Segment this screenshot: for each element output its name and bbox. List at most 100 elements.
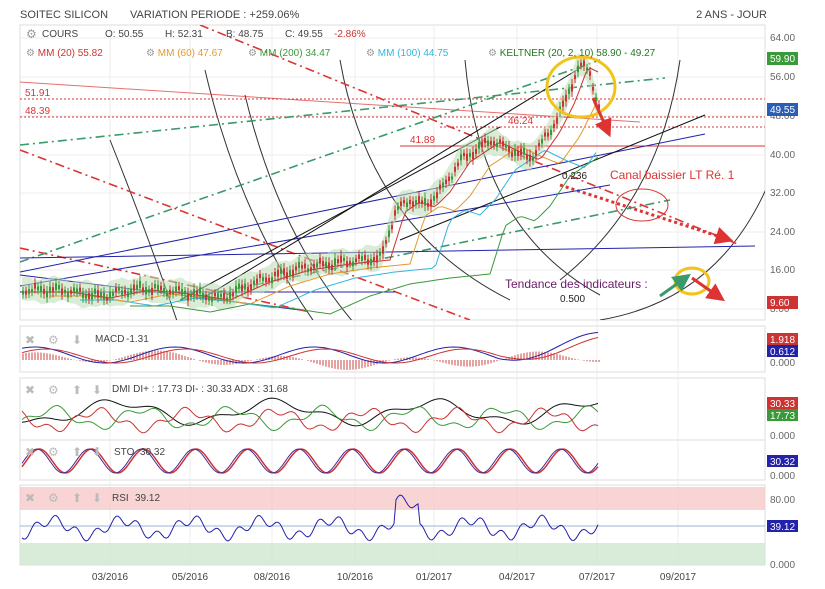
level-label-41-89: 41.89 [410, 135, 435, 146]
legend-indicator-1: ⚙ MM (60) 47.67 [146, 48, 223, 59]
badge-low: 9.60 [770, 298, 790, 309]
rsi-down-icon[interactable]: ⬇ [92, 491, 102, 505]
macd-signal-line [21, 337, 599, 364]
x-tick: 10/2016 [337, 572, 374, 583]
x-tick: 09/2017 [660, 572, 697, 583]
x-tick: 08/2016 [254, 572, 291, 583]
sto-gear-icon[interactable]: ⚙ [48, 445, 59, 459]
price-tick: 32.00 [770, 188, 795, 199]
rsi-close-icon[interactable]: ✖ [25, 491, 35, 505]
price-candles [22, 55, 600, 307]
rsi-up-icon[interactable]: ⬆ [72, 491, 82, 505]
badge-close: 49.55 [770, 105, 795, 116]
legend-indicator-4: ⚙ KELTNER (20, 2, 10) 58.90 - 49.27 [488, 48, 656, 59]
fib-label-0-500: 0.500 [560, 294, 585, 305]
ma200-line [130, 156, 599, 315]
x-tick: 07/2017 [579, 572, 616, 583]
macd-value: -1.31 [126, 334, 149, 345]
horizontal-gridlines [20, 37, 765, 310]
canal-circle [615, 188, 669, 222]
legend-open: O: 50.55 [105, 29, 144, 40]
settings-gear-icon[interactable]: ⚙ [26, 27, 37, 41]
x-tick: 03/2016 [92, 572, 129, 583]
indicator-legend: ⚙ MM (20) 55.82 ⚙ MM (60) 47.67 ⚙ MM (200)… [26, 48, 656, 59]
level-label-46-24: 46.24 [508, 116, 533, 127]
macd-badge-red-bg [767, 333, 798, 345]
legend-low: B: 48.75 [226, 29, 264, 40]
ma60-line [50, 97, 599, 305]
trend-up-arrow [659, 273, 691, 298]
macd-badge-blue-bg [767, 345, 798, 357]
stock-name: SOITEC SILICON [20, 9, 109, 21]
fib-label-0-236: 0.236 [562, 171, 587, 182]
macd-close-icon[interactable]: ✖ [25, 333, 35, 347]
macd-panel [19, 325, 766, 373]
sto-close-icon[interactable]: ✖ [25, 445, 35, 459]
canal-annotation: Canal baissier LT Ré. 1 [610, 168, 735, 182]
sto-signal-line [21, 448, 599, 474]
fibonacci-arcs [109, 59, 765, 320]
x-tick: 05/2016 [172, 572, 209, 583]
price-tick: 24.00 [770, 227, 795, 238]
sto-value: 30.32 [140, 447, 165, 458]
period-label[interactable]: 2 ANS - JOUR [696, 9, 767, 21]
legend-indicator-2: ⚙ MM (200) 34.47 [248, 48, 331, 59]
rsi-oversold-zone [20, 543, 765, 565]
variation-label: VARIATION PERIODE : +259.06% [130, 9, 300, 21]
dmi-axis-zero: 0.000 [770, 431, 795, 442]
sto-up-icon[interactable]: ⬆ [72, 445, 82, 459]
tendance-annotation: Tendance des indicateurs : [505, 277, 648, 291]
legend-indicator-3: ⚙ MM (100) 44.75 [366, 48, 449, 59]
dmi-badge-red-bg [767, 397, 798, 409]
dmi-close-icon[interactable]: ✖ [25, 383, 35, 397]
dmi-adx-line [21, 397, 599, 427]
macd-line [21, 332, 599, 364]
level-red-slope [20, 81, 641, 123]
macd-down-icon[interactable]: ⬇ [72, 333, 82, 347]
sto-axis-zero: 0.000 [770, 471, 795, 482]
dmi-down-icon[interactable]: ⬇ [92, 383, 102, 397]
legend-indicator-0: ⚙ MM (20) 55.82 [26, 48, 103, 59]
rsi-badge-bg [767, 520, 798, 532]
rsi-axis-80: 80.00 [770, 495, 795, 506]
rsi-badge: 39.12 [770, 522, 795, 533]
price-tick: 16.00 [770, 265, 795, 276]
level-label-51-91: 51.91 [25, 88, 50, 99]
dmi-label: DMI DI+ : 17.73 DI- : 30.33 ADX : 31.68 [112, 384, 288, 395]
badge-close-bg [767, 103, 798, 116]
x-tick: 01/2017 [416, 572, 453, 583]
legend-cours: COURS [42, 29, 78, 40]
top-highlight-circle [545, 55, 617, 119]
ma100-line [80, 150, 597, 309]
badge-top: 59.90 [770, 54, 795, 65]
dmi-gear-icon[interactable]: ⚙ [48, 383, 59, 397]
price-tick: 48.00 [770, 111, 795, 122]
legend-change: -2.86% [334, 29, 366, 40]
price-tick: 8.00 [770, 304, 790, 315]
sto-badge: 30.32 [770, 457, 795, 468]
price-tick: 64.00 [770, 33, 795, 44]
sto-label: STO [114, 447, 135, 458]
macd-gear-icon[interactable]: ⚙ [48, 333, 59, 347]
trend-down-arrow [691, 276, 725, 302]
rsi-gear-icon[interactable]: ⚙ [48, 491, 59, 505]
sto-badge-bg [767, 455, 798, 467]
macd-axis-zero: 0.000 [770, 358, 795, 369]
rsi-label: RSI [112, 493, 129, 504]
price-tick: 56.00 [770, 72, 795, 83]
macd-badge-red: 1.918 [770, 335, 795, 346]
badge-low-bg [767, 296, 798, 309]
level-label-48-39: 48.39 [25, 106, 50, 117]
price-tick: 40.00 [770, 150, 795, 161]
macd-badge-blue: 0.612 [770, 347, 795, 358]
x-tick: 04/2017 [499, 572, 536, 583]
sto-down-icon[interactable]: ⬇ [92, 445, 102, 459]
dmi-plus-line [21, 404, 599, 432]
dmi-up-icon[interactable]: ⬆ [72, 383, 82, 397]
dmi-minus-line [21, 406, 599, 434]
rsi-axis-zero: 0.000 [770, 560, 795, 571]
rsi-line [21, 494, 599, 542]
main-panel [19, 24, 766, 321]
sto-line [21, 448, 599, 474]
